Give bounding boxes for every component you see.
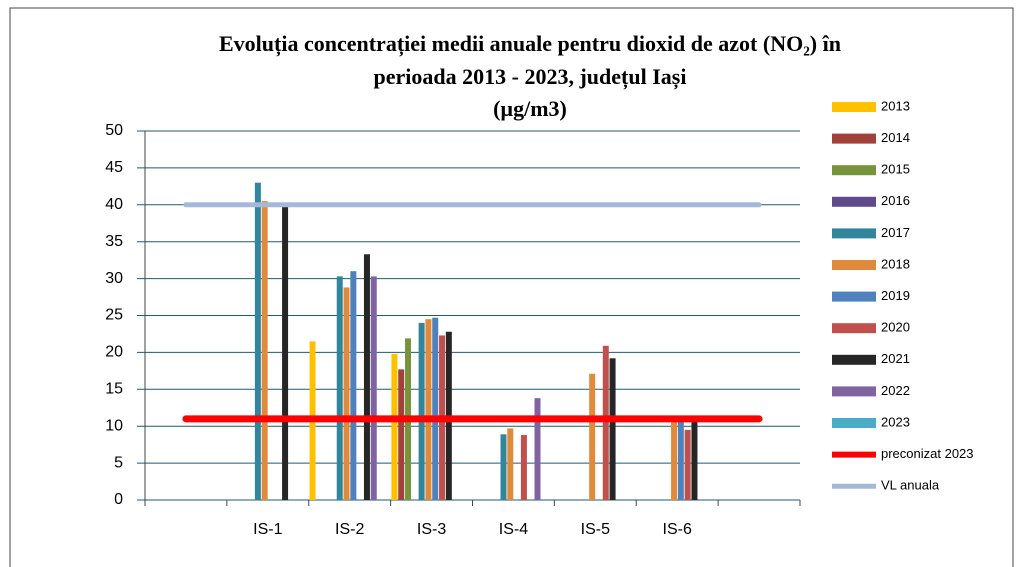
bar	[691, 418, 698, 500]
bar	[363, 254, 370, 500]
legend-swatch	[832, 260, 876, 270]
legend-swatch	[832, 133, 876, 144]
legend-swatch	[832, 386, 876, 397]
bar	[671, 418, 678, 500]
y-tick-label: 5	[114, 454, 123, 471]
y-tick-label: 10	[105, 417, 123, 434]
bar	[350, 271, 357, 500]
bar	[500, 434, 507, 500]
y-tick-label: 15	[105, 381, 123, 398]
bar	[432, 317, 439, 500]
x-tick-label: IS-1	[253, 521, 282, 538]
legend-swatch	[832, 196, 876, 207]
legend-label: 2019	[881, 288, 910, 303]
y-tick-label: 45	[105, 159, 123, 176]
bar	[343, 287, 350, 500]
bar	[370, 276, 377, 500]
y-tick-label: 0	[114, 491, 123, 508]
y-tick-label: 50	[105, 122, 123, 139]
legend-swatch	[832, 102, 876, 112]
x-tick-label: IS-6	[663, 521, 692, 538]
bar	[677, 420, 684, 500]
legend-swatch	[832, 323, 876, 334]
bar	[534, 398, 541, 500]
legend-label: preconizat 2023	[881, 446, 974, 461]
bar	[391, 353, 398, 500]
legend-swatch	[832, 228, 876, 239]
y-tick-label: 30	[105, 270, 123, 287]
chart-title: Evoluția concentrației medii anuale pent…	[219, 31, 841, 57]
bar	[254, 182, 261, 500]
legend-label: 2021	[881, 351, 910, 366]
chart-title: (µg/m3)	[493, 96, 567, 121]
y-tick-label: 20	[105, 344, 123, 361]
legend-swatch	[832, 418, 876, 428]
bar	[336, 276, 343, 500]
frame	[9, 7, 1014, 567]
bar	[602, 345, 609, 500]
legend-label: VL anuala	[881, 478, 940, 493]
bar	[589, 373, 596, 500]
y-tick-label: 35	[105, 233, 123, 250]
bar	[684, 429, 691, 500]
legend-label: 2015	[881, 162, 910, 177]
legend-label: 2016	[881, 193, 910, 208]
y-tick-label: 40	[105, 196, 123, 213]
bar	[282, 204, 289, 501]
legend-label: 2022	[881, 383, 910, 398]
legend-label: 2017	[881, 225, 910, 240]
legend-label: 2013	[881, 98, 910, 113]
chart-title: perioada 2013 - 2023, județul Iași	[374, 64, 687, 90]
x-tick-label: IS-2	[335, 521, 364, 538]
y-tick-label: 25	[105, 307, 123, 324]
legend-label: 2014	[881, 130, 910, 145]
bar	[520, 435, 527, 500]
legend-swatch	[832, 165, 876, 176]
bar	[507, 428, 514, 500]
bar	[418, 322, 425, 500]
bar	[398, 369, 405, 500]
x-tick-label: IS-5	[581, 521, 610, 538]
bar	[609, 358, 616, 500]
x-tick-label: IS-3	[417, 521, 446, 538]
legend-label: 2018	[881, 256, 910, 271]
legend-label: 2023	[881, 414, 910, 429]
x-tick-label: IS-4	[499, 521, 528, 538]
legend-swatch	[832, 354, 876, 365]
bar	[425, 319, 432, 500]
bar	[261, 201, 268, 501]
legend-label: 2020	[881, 320, 910, 335]
legend-swatch	[832, 291, 876, 302]
